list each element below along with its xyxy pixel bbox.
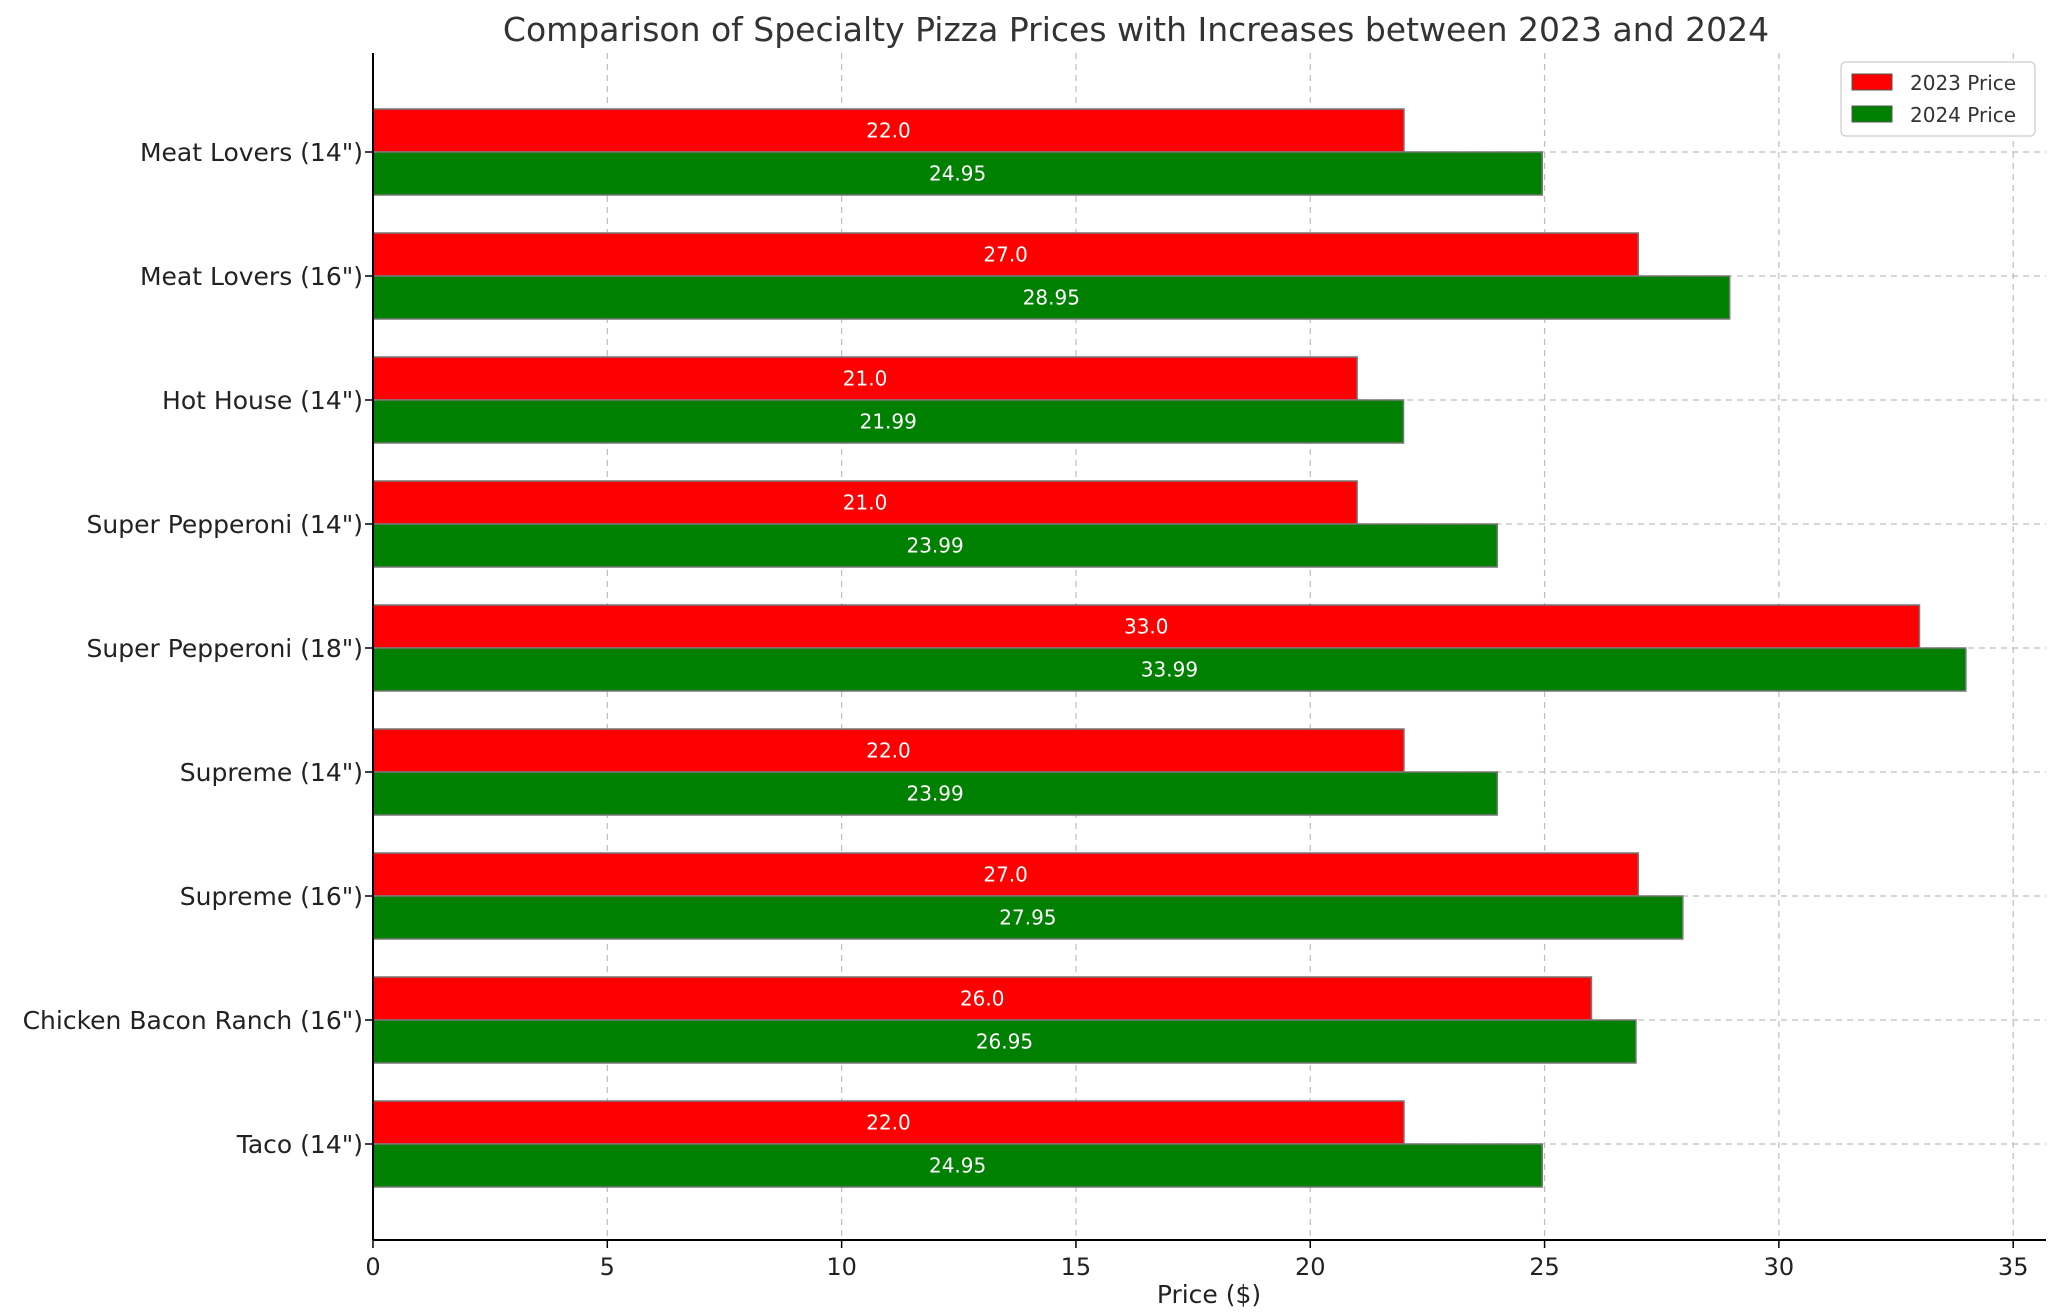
- bar-2023-price: [372, 852, 1640, 897]
- bar-value-label: 22.0: [866, 1111, 911, 1135]
- bars: 22.0 24.95 27.0 28.95 21.0 21.99 21.0 23.99 33.0…: [372, 108, 1967, 1188]
- bar-value-label: 22.0: [866, 739, 911, 763]
- bar-2024-price: [372, 523, 1498, 568]
- category-label: Meat Lovers (16"): [140, 262, 363, 291]
- bar-2023-price: [372, 232, 1640, 277]
- bar-value-label: 33.0: [1124, 615, 1169, 639]
- category-label: Supreme (16"): [180, 882, 363, 911]
- category-label: Super Pepperoni (18"): [87, 634, 363, 663]
- x-ticks: 0 5 10 15 20 25 30 35: [365, 1240, 2028, 1281]
- chart-title: Comparison of Specialty Pizza Prices wit…: [503, 10, 1769, 49]
- x-tick-label: 10: [826, 1253, 857, 1281]
- bar-value-label: 22.0: [866, 119, 911, 143]
- bar-2024-price: [372, 399, 1405, 444]
- bar-value-label: 27.0: [983, 243, 1028, 267]
- bar-value-label: 27.95: [999, 906, 1056, 930]
- bar-value-label: 24.95: [929, 1154, 986, 1178]
- bar-2024-price: [372, 1019, 1637, 1064]
- category-label: Chicken Bacon Ranch (16"): [23, 1006, 363, 1035]
- category-label: Taco (14"): [236, 1130, 363, 1159]
- bar-2023-price: [372, 976, 1593, 1021]
- x-tick-label: 5: [600, 1253, 615, 1281]
- bar-value-label: 21.99: [860, 410, 917, 434]
- bar-2023-price: [372, 728, 1405, 773]
- x-tick-label: 0: [365, 1253, 380, 1281]
- x-axis-label: Price ($): [1157, 1280, 1261, 1309]
- category-label: Hot House (14"): [162, 386, 363, 415]
- legend-swatch-2023: [1851, 73, 1893, 91]
- legend-label-2023: 2023 Price: [1910, 71, 2016, 95]
- bar-value-label: 28.95: [1023, 286, 1080, 310]
- bar-value-label: 23.99: [906, 534, 963, 558]
- category-label: Supreme (14"): [180, 758, 363, 787]
- category-label: Meat Lovers (14"): [140, 138, 363, 167]
- bar-value-label: 33.99: [1141, 658, 1198, 682]
- legend-swatch-2024: [1851, 105, 1893, 123]
- bar-2024-price: [372, 1143, 1543, 1188]
- x-tick-label: 15: [1061, 1253, 1092, 1281]
- bar-value-label: 27.0: [983, 863, 1028, 887]
- bar-value-label: 26.95: [976, 1030, 1033, 1054]
- legend: 2023 Price 2024 Price: [1840, 61, 2036, 137]
- bar-2024-price: [372, 895, 1684, 940]
- bar-value-label: 21.0: [843, 367, 888, 391]
- bar-2023-price: [372, 480, 1358, 525]
- bar-2023-price: [372, 356, 1358, 401]
- bar-value-label: 21.0: [843, 491, 888, 515]
- x-tick-label: 35: [1998, 1253, 2029, 1281]
- x-tick-label: 20: [1295, 1253, 1326, 1281]
- bar-2024-price: [372, 771, 1498, 816]
- x-tick-label: 30: [1764, 1253, 1795, 1281]
- category-label: Super Pepperoni (14"): [87, 510, 363, 539]
- legend-label-2024: 2024 Price: [1910, 103, 2016, 127]
- x-tick-label: 25: [1529, 1253, 1560, 1281]
- axes: [372, 53, 2046, 1241]
- bar-value-label: 24.95: [929, 162, 986, 186]
- bar-value-label: 26.0: [960, 987, 1005, 1011]
- y-category-labels: Meat Lovers (14") Meat Lovers (16") Hot Ho…: [23, 138, 373, 1159]
- bar-2024-price: [372, 275, 1731, 320]
- bar-2023-price: [372, 1100, 1405, 1145]
- bar-2024-price: [372, 647, 1967, 692]
- bar-value-label: 23.99: [906, 782, 963, 806]
